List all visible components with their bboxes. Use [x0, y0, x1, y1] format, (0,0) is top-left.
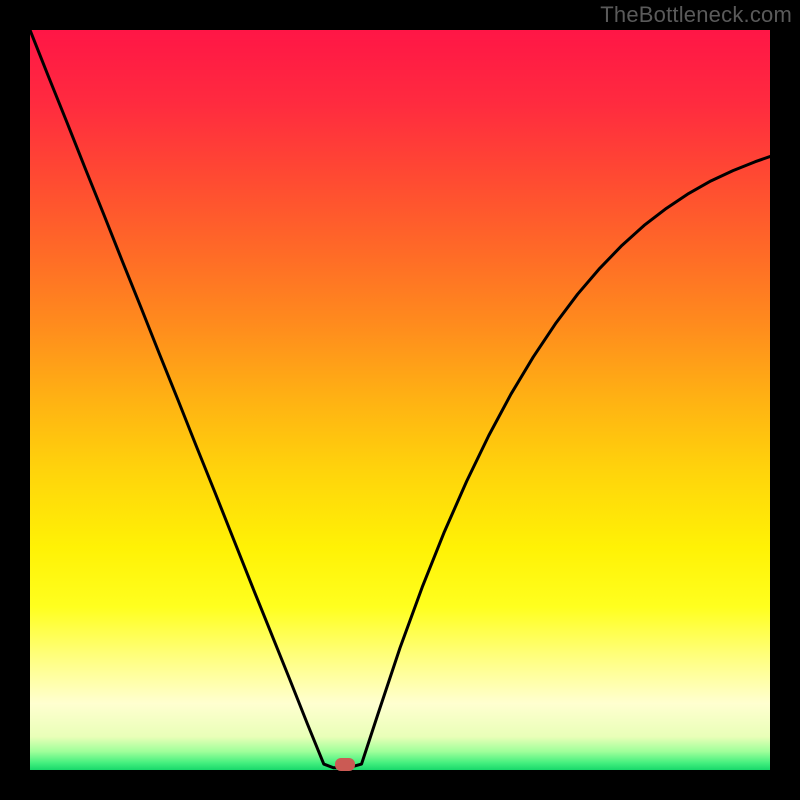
- bottleneck-marker: [335, 758, 355, 771]
- bottleneck-curve: [30, 30, 770, 770]
- chart-frame: [0, 0, 800, 800]
- watermark-text: TheBottleneck.com: [600, 2, 792, 28]
- plot-area: [30, 30, 770, 770]
- curve-path: [30, 30, 770, 768]
